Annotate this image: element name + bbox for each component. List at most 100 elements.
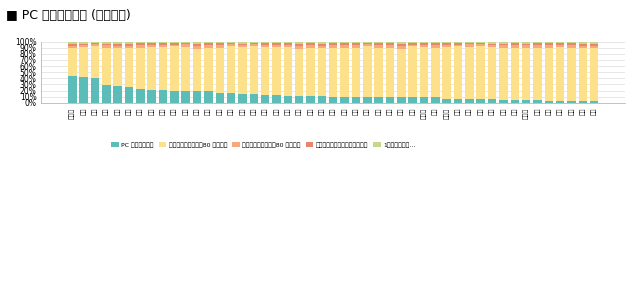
Bar bbox=[465, 41, 474, 43]
Bar bbox=[567, 48, 576, 101]
Bar bbox=[386, 97, 394, 103]
Bar bbox=[261, 43, 269, 45]
Bar bbox=[113, 41, 122, 44]
Bar bbox=[340, 41, 349, 43]
Bar bbox=[590, 44, 598, 46]
Bar bbox=[352, 97, 360, 103]
Bar bbox=[579, 101, 587, 103]
Bar bbox=[442, 45, 451, 47]
Bar bbox=[363, 97, 372, 103]
Bar bbox=[68, 76, 77, 103]
Bar bbox=[579, 48, 587, 101]
Bar bbox=[238, 47, 247, 94]
Legend: PC 教室ステージ, 共有端末ステージ（80 台未満）, 共有端末ステージ（80 台以上）, 共有端末ステージ（大型導入）, 1人１台端末ス...: PC 教室ステージ, 共有端末ステージ（80 台未満）, 共有端末ステージ（80… bbox=[109, 140, 418, 150]
Bar bbox=[454, 46, 462, 99]
Bar bbox=[284, 45, 292, 47]
Bar bbox=[193, 49, 202, 90]
Bar bbox=[193, 44, 202, 46]
Bar bbox=[182, 43, 190, 44]
Bar bbox=[499, 41, 508, 44]
Bar bbox=[329, 97, 337, 103]
Bar bbox=[317, 44, 326, 46]
Bar bbox=[556, 47, 564, 101]
Bar bbox=[261, 95, 269, 103]
Bar bbox=[386, 43, 394, 45]
Bar bbox=[227, 46, 236, 93]
Bar bbox=[329, 45, 337, 48]
Bar bbox=[533, 45, 541, 48]
Bar bbox=[102, 41, 111, 44]
Bar bbox=[352, 48, 360, 97]
Bar bbox=[261, 45, 269, 47]
Bar bbox=[567, 45, 576, 48]
Bar bbox=[499, 45, 508, 48]
Bar bbox=[431, 48, 440, 97]
Bar bbox=[136, 89, 145, 103]
Bar bbox=[91, 46, 99, 78]
Bar bbox=[522, 100, 531, 103]
Bar bbox=[499, 44, 508, 45]
Bar bbox=[79, 44, 88, 45]
Bar bbox=[352, 43, 360, 45]
Bar bbox=[307, 43, 315, 45]
Bar bbox=[227, 41, 236, 43]
Bar bbox=[113, 86, 122, 103]
Bar bbox=[79, 77, 88, 103]
Bar bbox=[193, 90, 202, 103]
Bar bbox=[317, 96, 326, 103]
Bar bbox=[68, 41, 77, 44]
Bar bbox=[590, 101, 598, 103]
Bar bbox=[374, 41, 383, 43]
Bar bbox=[488, 47, 497, 99]
Bar bbox=[511, 41, 519, 43]
Bar bbox=[533, 43, 541, 45]
Bar bbox=[238, 41, 247, 44]
Bar bbox=[159, 45, 167, 47]
Bar bbox=[499, 48, 508, 100]
Bar bbox=[442, 41, 451, 43]
Bar bbox=[545, 45, 553, 48]
Bar bbox=[545, 41, 553, 43]
Bar bbox=[272, 95, 281, 103]
Bar bbox=[284, 47, 292, 96]
Bar bbox=[488, 99, 497, 103]
Bar bbox=[431, 43, 440, 45]
Bar bbox=[579, 41, 587, 44]
Bar bbox=[397, 97, 406, 103]
Bar bbox=[454, 99, 462, 103]
Bar bbox=[102, 48, 111, 85]
Bar bbox=[374, 48, 383, 97]
Bar bbox=[216, 48, 224, 93]
Bar bbox=[442, 47, 451, 99]
Bar bbox=[91, 44, 99, 46]
Bar bbox=[238, 94, 247, 103]
Bar bbox=[454, 45, 462, 46]
Bar bbox=[545, 48, 553, 101]
Bar bbox=[250, 46, 258, 94]
Bar bbox=[170, 41, 179, 43]
Bar bbox=[204, 43, 212, 45]
Bar bbox=[261, 47, 269, 95]
Bar bbox=[454, 43, 462, 45]
Bar bbox=[590, 46, 598, 48]
Bar bbox=[91, 41, 99, 43]
Bar bbox=[329, 43, 337, 45]
Bar bbox=[227, 44, 236, 46]
Bar bbox=[533, 41, 541, 43]
Bar bbox=[272, 47, 281, 95]
Bar bbox=[79, 45, 88, 47]
Bar bbox=[227, 43, 236, 44]
Bar bbox=[363, 44, 372, 46]
Bar bbox=[250, 44, 258, 46]
Bar bbox=[250, 94, 258, 103]
Bar bbox=[272, 41, 281, 43]
Bar bbox=[102, 45, 111, 48]
Bar bbox=[374, 43, 383, 45]
Bar bbox=[420, 45, 428, 47]
Bar bbox=[125, 41, 133, 44]
Bar bbox=[284, 41, 292, 43]
Bar bbox=[397, 41, 406, 44]
Bar bbox=[545, 43, 553, 45]
Bar bbox=[408, 43, 417, 45]
Bar bbox=[329, 41, 337, 43]
